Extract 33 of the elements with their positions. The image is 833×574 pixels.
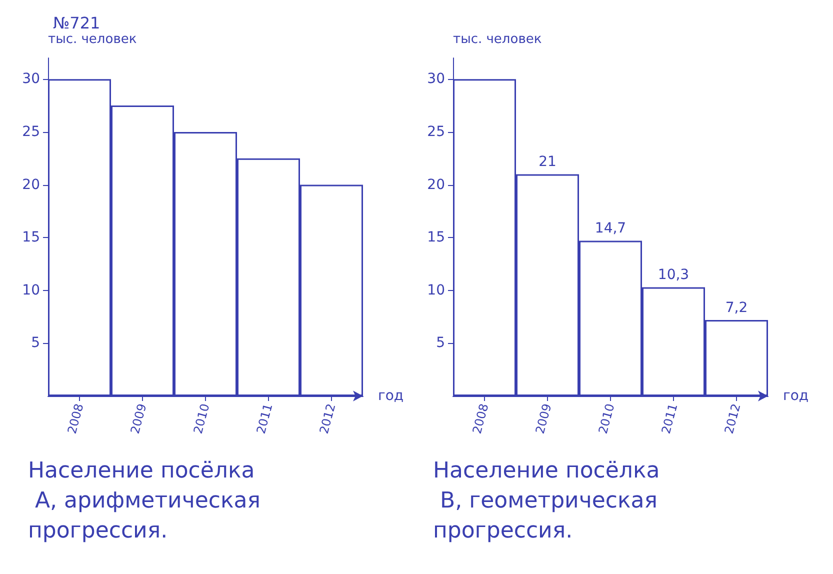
y-tick-label: 20 [427,176,445,193]
y-tick-label: 15 [427,230,445,246]
y-tick-label: 15 [22,230,40,246]
y-axis-title: тыс. человек [48,32,137,47]
x-tick-label: 2011 [658,402,680,436]
y-tick-label: 10 [427,282,445,298]
x-tick-label: 2012 [722,402,744,436]
y-axis-title: тыс. человек [453,32,542,47]
x-tick-label: 2009 [128,402,150,436]
y-tick-label: 30 [427,71,445,88]
text: Население посёлка В, геометрическая прогрессия. [433,458,664,544]
text: Население посёлка А, арифметическая прогрессия. [28,458,268,544]
data-label: 7,2 [725,300,748,316]
x-axis-title: год [783,388,809,404]
data-label: 21 [538,154,556,170]
x-tick-label: 2008 [64,402,86,436]
x-tick-label: 2008 [470,402,492,436]
y-tick-label: 20 [22,176,40,193]
y-tick-label: 30 [22,71,40,88]
data-label: 10,3 [658,267,690,284]
x-tick-label: 2011 [254,402,276,436]
y-tick-label: 5 [31,335,40,352]
y-tick-label: 25 [427,124,445,140]
y-tick-label: 25 [22,124,40,140]
x-tick-label: 2012 [316,402,338,436]
x-tick-label: 2010 [190,402,212,436]
data-label: 14,7 [594,220,626,237]
x-tick-label: 2010 [596,402,618,436]
x-tick-label: 2009 [532,402,554,436]
y-tick-label: 10 [22,282,40,298]
x-axis-title: год [378,388,404,404]
chart-title: №721 [53,14,100,32]
y-tick-label: 5 [436,335,445,352]
